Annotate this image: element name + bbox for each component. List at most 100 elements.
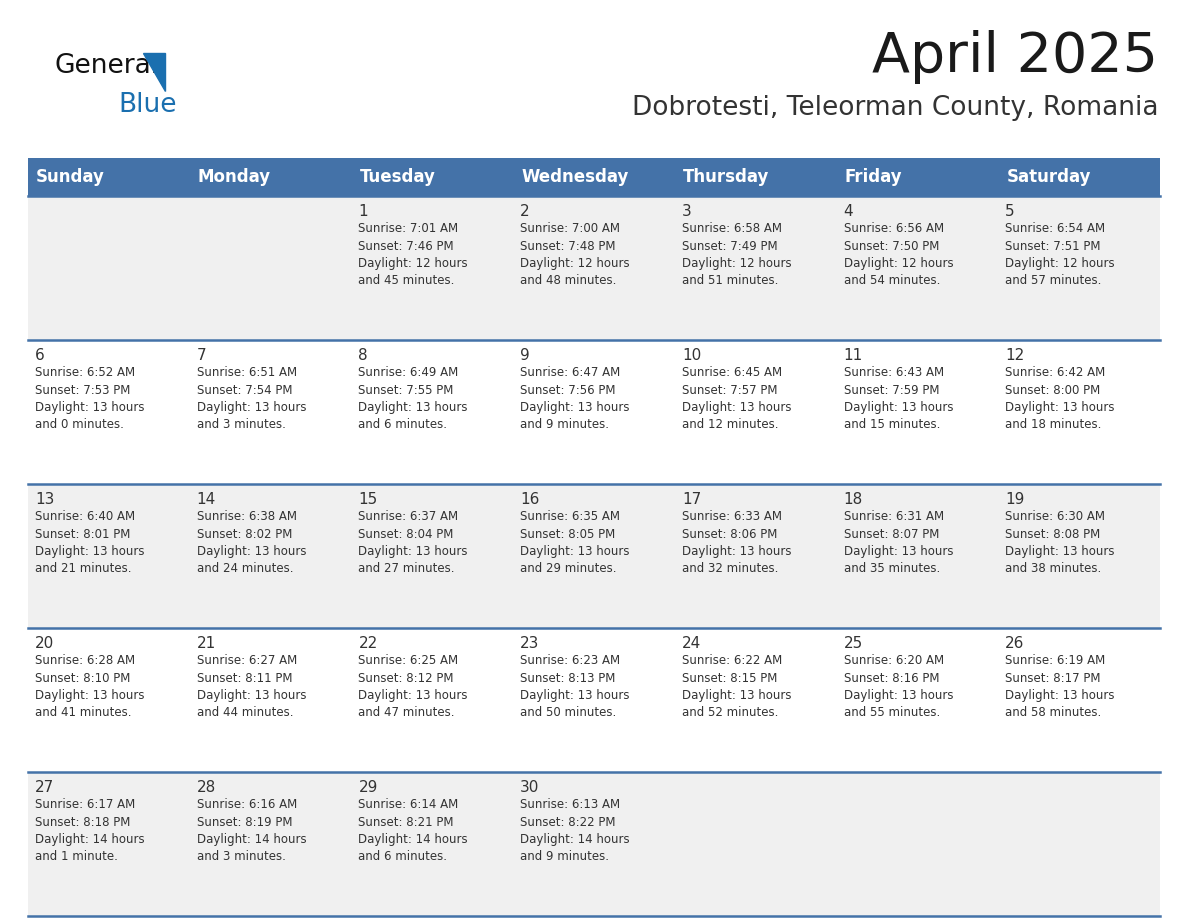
Bar xyxy=(190,340,352,484)
Text: Monday: Monday xyxy=(197,168,271,186)
Text: Sunrise: 6:43 AM
Sunset: 7:59 PM
Daylight: 13 hours
and 15 minutes.: Sunrise: 6:43 AM Sunset: 7:59 PM Dayligh… xyxy=(843,366,953,431)
Bar xyxy=(836,158,998,196)
Text: 20: 20 xyxy=(34,636,55,651)
Text: Sunrise: 6:17 AM
Sunset: 8:18 PM
Daylight: 14 hours
and 1 minute.: Sunrise: 6:17 AM Sunset: 8:18 PM Dayligh… xyxy=(34,798,145,864)
Bar xyxy=(675,158,836,196)
Text: 19: 19 xyxy=(1005,492,1025,507)
Text: Thursday: Thursday xyxy=(683,168,770,186)
Text: 1: 1 xyxy=(359,204,368,219)
Text: April 2025: April 2025 xyxy=(872,30,1158,84)
Bar xyxy=(998,340,1159,484)
Bar xyxy=(352,340,513,484)
Text: Sunrise: 6:51 AM
Sunset: 7:54 PM
Daylight: 13 hours
and 3 minutes.: Sunrise: 6:51 AM Sunset: 7:54 PM Dayligh… xyxy=(197,366,307,431)
Bar xyxy=(998,484,1159,628)
Text: Sunrise: 6:27 AM
Sunset: 8:11 PM
Daylight: 13 hours
and 44 minutes.: Sunrise: 6:27 AM Sunset: 8:11 PM Dayligh… xyxy=(197,654,307,720)
Bar xyxy=(352,772,513,916)
Text: 17: 17 xyxy=(682,492,701,507)
Bar xyxy=(513,628,675,772)
Bar xyxy=(675,340,836,484)
Text: 10: 10 xyxy=(682,348,701,363)
Text: Blue: Blue xyxy=(118,92,177,118)
Text: 7: 7 xyxy=(197,348,207,363)
Bar xyxy=(190,772,352,916)
Bar xyxy=(190,196,352,340)
Text: 27: 27 xyxy=(34,780,55,795)
Text: Sunrise: 6:56 AM
Sunset: 7:50 PM
Daylight: 12 hours
and 54 minutes.: Sunrise: 6:56 AM Sunset: 7:50 PM Dayligh… xyxy=(843,222,953,287)
Text: 16: 16 xyxy=(520,492,539,507)
Text: Sunrise: 6:54 AM
Sunset: 7:51 PM
Daylight: 12 hours
and 57 minutes.: Sunrise: 6:54 AM Sunset: 7:51 PM Dayligh… xyxy=(1005,222,1114,287)
Bar xyxy=(29,196,190,340)
Bar xyxy=(998,196,1159,340)
Text: 2: 2 xyxy=(520,204,530,219)
Text: Wednesday: Wednesday xyxy=(522,168,628,186)
Bar xyxy=(190,158,352,196)
Bar xyxy=(836,628,998,772)
Text: Sunrise: 6:25 AM
Sunset: 8:12 PM
Daylight: 13 hours
and 47 minutes.: Sunrise: 6:25 AM Sunset: 8:12 PM Dayligh… xyxy=(359,654,468,720)
Bar xyxy=(513,340,675,484)
Text: 29: 29 xyxy=(359,780,378,795)
Text: 23: 23 xyxy=(520,636,539,651)
Text: 26: 26 xyxy=(1005,636,1025,651)
Text: 9: 9 xyxy=(520,348,530,363)
Text: 3: 3 xyxy=(682,204,691,219)
Text: Sunrise: 6:49 AM
Sunset: 7:55 PM
Daylight: 13 hours
and 6 minutes.: Sunrise: 6:49 AM Sunset: 7:55 PM Dayligh… xyxy=(359,366,468,431)
Bar xyxy=(836,340,998,484)
Text: 6: 6 xyxy=(34,348,45,363)
Text: 15: 15 xyxy=(359,492,378,507)
Text: Sunrise: 6:14 AM
Sunset: 8:21 PM
Daylight: 14 hours
and 6 minutes.: Sunrise: 6:14 AM Sunset: 8:21 PM Dayligh… xyxy=(359,798,468,864)
Text: 4: 4 xyxy=(843,204,853,219)
Text: Sunrise: 6:16 AM
Sunset: 8:19 PM
Daylight: 14 hours
and 3 minutes.: Sunrise: 6:16 AM Sunset: 8:19 PM Dayligh… xyxy=(197,798,307,864)
Bar xyxy=(29,484,190,628)
Text: Sunrise: 6:58 AM
Sunset: 7:49 PM
Daylight: 12 hours
and 51 minutes.: Sunrise: 6:58 AM Sunset: 7:49 PM Dayligh… xyxy=(682,222,791,287)
Bar xyxy=(675,484,836,628)
Text: 18: 18 xyxy=(843,492,862,507)
Bar xyxy=(513,484,675,628)
Text: Sunrise: 6:45 AM
Sunset: 7:57 PM
Daylight: 13 hours
and 12 minutes.: Sunrise: 6:45 AM Sunset: 7:57 PM Dayligh… xyxy=(682,366,791,431)
Text: Dobrotesti, Teleorman County, Romania: Dobrotesti, Teleorman County, Romania xyxy=(632,95,1158,121)
Bar xyxy=(675,772,836,916)
Text: Sunrise: 6:28 AM
Sunset: 8:10 PM
Daylight: 13 hours
and 41 minutes.: Sunrise: 6:28 AM Sunset: 8:10 PM Dayligh… xyxy=(34,654,145,720)
Text: Sunrise: 7:01 AM
Sunset: 7:46 PM
Daylight: 12 hours
and 45 minutes.: Sunrise: 7:01 AM Sunset: 7:46 PM Dayligh… xyxy=(359,222,468,287)
Text: Sunrise: 6:20 AM
Sunset: 8:16 PM
Daylight: 13 hours
and 55 minutes.: Sunrise: 6:20 AM Sunset: 8:16 PM Dayligh… xyxy=(843,654,953,720)
Bar xyxy=(998,628,1159,772)
Text: 12: 12 xyxy=(1005,348,1024,363)
Text: Sunrise: 6:22 AM
Sunset: 8:15 PM
Daylight: 13 hours
and 52 minutes.: Sunrise: 6:22 AM Sunset: 8:15 PM Dayligh… xyxy=(682,654,791,720)
Text: Sunrise: 6:52 AM
Sunset: 7:53 PM
Daylight: 13 hours
and 0 minutes.: Sunrise: 6:52 AM Sunset: 7:53 PM Dayligh… xyxy=(34,366,145,431)
Text: Tuesday: Tuesday xyxy=(360,168,435,186)
Bar xyxy=(998,158,1159,196)
Text: Sunrise: 6:40 AM
Sunset: 8:01 PM
Daylight: 13 hours
and 21 minutes.: Sunrise: 6:40 AM Sunset: 8:01 PM Dayligh… xyxy=(34,510,145,576)
Bar xyxy=(513,772,675,916)
Text: 21: 21 xyxy=(197,636,216,651)
Polygon shape xyxy=(143,53,165,91)
Text: Sunrise: 6:42 AM
Sunset: 8:00 PM
Daylight: 13 hours
and 18 minutes.: Sunrise: 6:42 AM Sunset: 8:00 PM Dayligh… xyxy=(1005,366,1114,431)
Text: Sunrise: 6:37 AM
Sunset: 8:04 PM
Daylight: 13 hours
and 27 minutes.: Sunrise: 6:37 AM Sunset: 8:04 PM Dayligh… xyxy=(359,510,468,576)
Text: Sunrise: 6:13 AM
Sunset: 8:22 PM
Daylight: 14 hours
and 9 minutes.: Sunrise: 6:13 AM Sunset: 8:22 PM Dayligh… xyxy=(520,798,630,864)
Text: Friday: Friday xyxy=(845,168,902,186)
Text: 25: 25 xyxy=(843,636,862,651)
Bar xyxy=(513,158,675,196)
Bar xyxy=(352,158,513,196)
Text: Sunrise: 6:33 AM
Sunset: 8:06 PM
Daylight: 13 hours
and 32 minutes.: Sunrise: 6:33 AM Sunset: 8:06 PM Dayligh… xyxy=(682,510,791,576)
Text: Sunrise: 7:00 AM
Sunset: 7:48 PM
Daylight: 12 hours
and 48 minutes.: Sunrise: 7:00 AM Sunset: 7:48 PM Dayligh… xyxy=(520,222,630,287)
Bar xyxy=(352,484,513,628)
Bar xyxy=(190,628,352,772)
Bar xyxy=(29,628,190,772)
Bar xyxy=(675,628,836,772)
Text: 22: 22 xyxy=(359,636,378,651)
Text: 8: 8 xyxy=(359,348,368,363)
Text: Sunrise: 6:35 AM
Sunset: 8:05 PM
Daylight: 13 hours
and 29 minutes.: Sunrise: 6:35 AM Sunset: 8:05 PM Dayligh… xyxy=(520,510,630,576)
Text: Sunrise: 6:23 AM
Sunset: 8:13 PM
Daylight: 13 hours
and 50 minutes.: Sunrise: 6:23 AM Sunset: 8:13 PM Dayligh… xyxy=(520,654,630,720)
Text: Sunrise: 6:47 AM
Sunset: 7:56 PM
Daylight: 13 hours
and 9 minutes.: Sunrise: 6:47 AM Sunset: 7:56 PM Dayligh… xyxy=(520,366,630,431)
Text: 24: 24 xyxy=(682,636,701,651)
Text: General: General xyxy=(55,53,159,79)
Bar xyxy=(998,772,1159,916)
Bar xyxy=(352,196,513,340)
Bar xyxy=(836,196,998,340)
Bar xyxy=(190,484,352,628)
Text: Sunrise: 6:19 AM
Sunset: 8:17 PM
Daylight: 13 hours
and 58 minutes.: Sunrise: 6:19 AM Sunset: 8:17 PM Dayligh… xyxy=(1005,654,1114,720)
Text: 5: 5 xyxy=(1005,204,1015,219)
Text: 14: 14 xyxy=(197,492,216,507)
Bar xyxy=(836,484,998,628)
Bar xyxy=(29,158,190,196)
Text: Sunrise: 6:31 AM
Sunset: 8:07 PM
Daylight: 13 hours
and 35 minutes.: Sunrise: 6:31 AM Sunset: 8:07 PM Dayligh… xyxy=(843,510,953,576)
